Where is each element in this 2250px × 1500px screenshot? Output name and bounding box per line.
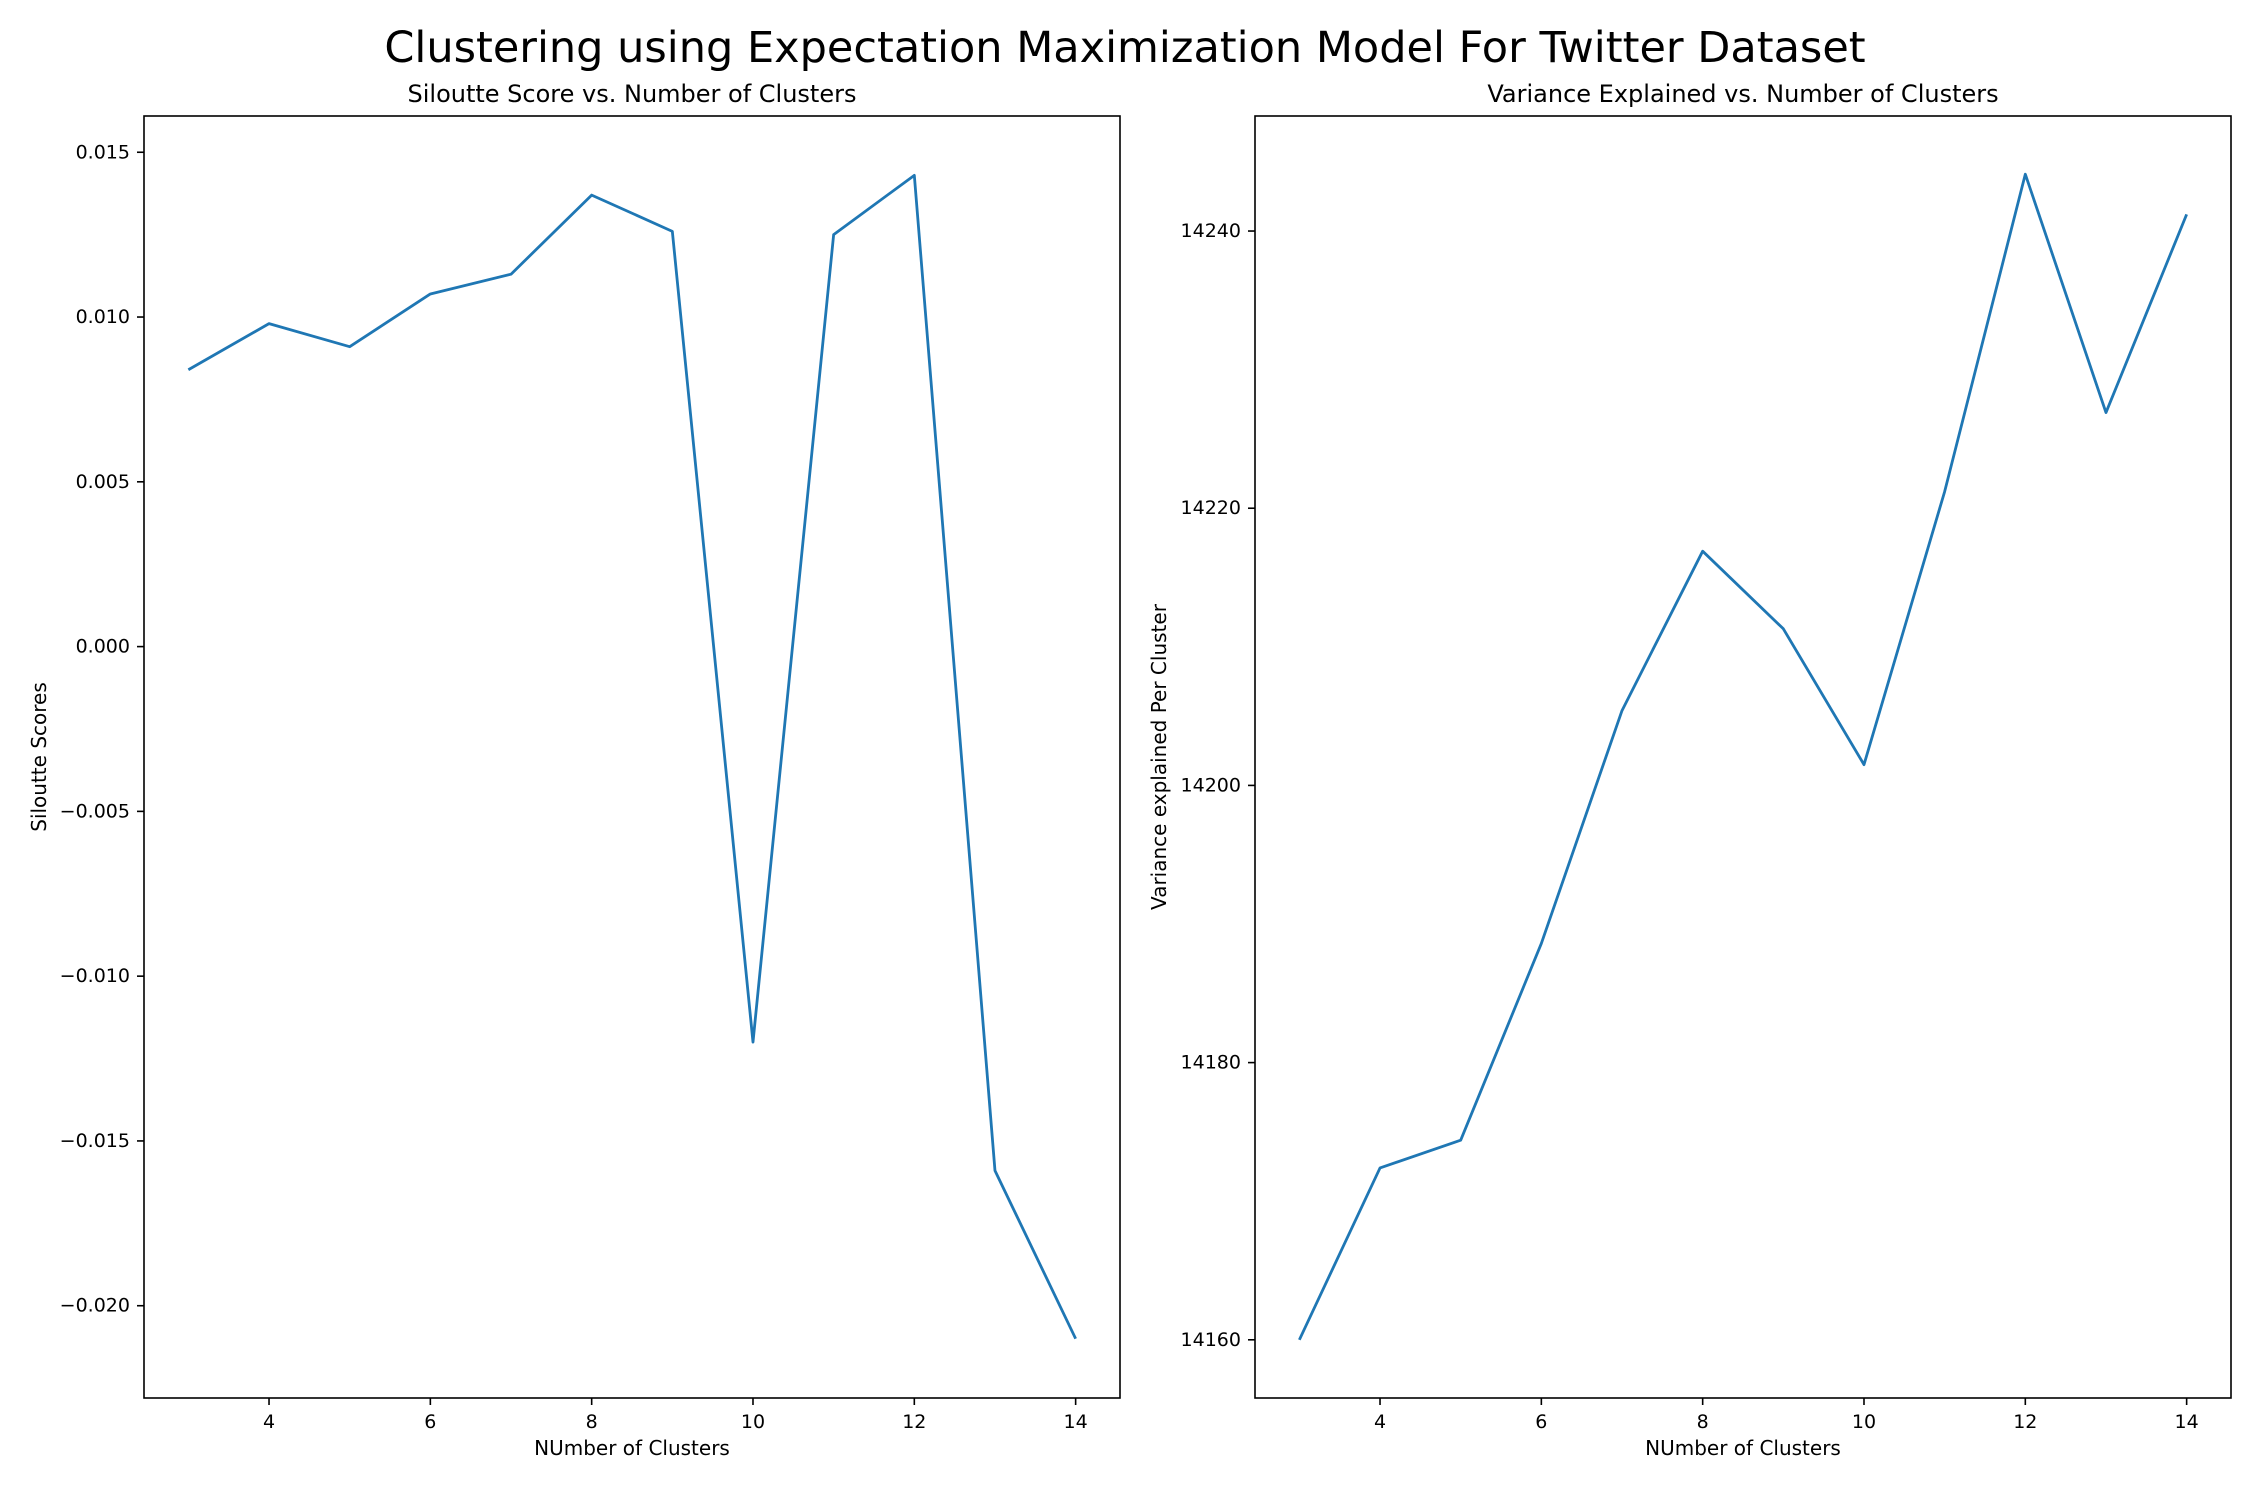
variance-data-point — [1942, 489, 1948, 495]
silhouette-y-axis-label: Siloutte Scores — [27, 682, 51, 832]
variance-chart: Variance Explained vs. Number of Cluster… — [1147, 80, 2232, 1460]
variance-x-tick-label: 8 — [1697, 1411, 1709, 1433]
silhouette-x-tick-label: 10 — [741, 1411, 765, 1433]
variance-chart-title: Variance Explained vs. Number of Cluster… — [1487, 80, 1998, 108]
silhouette-data-point — [669, 228, 675, 234]
variance-data-point — [1296, 1337, 1302, 1343]
silhouette-x-tick-label: 4 — [263, 1411, 275, 1433]
variance-data-point — [1780, 626, 1786, 632]
variance-x-tick-label: 12 — [2013, 1411, 2037, 1433]
silhouette-y-tick-label: 0.015 — [76, 141, 130, 163]
silhouette-y-tick-label: −0.005 — [60, 800, 130, 822]
variance-x-tick-label: 6 — [1535, 1411, 1547, 1433]
variance-y-axis-label: Variance explained Per Cluster — [1147, 603, 1171, 910]
variance-data-point — [1619, 708, 1625, 714]
variance-x-tick-label: 14 — [2175, 1411, 2199, 1433]
silhouette-data-point — [508, 271, 514, 277]
variance-series-line — [1298, 172, 2188, 1341]
variance-data-point — [2022, 171, 2028, 177]
figure-title: Clustering using Expectation Maximizatio… — [384, 23, 1865, 73]
silhouette-data-point — [911, 172, 917, 178]
silhouette-y-tick-label: −0.020 — [60, 1295, 130, 1317]
silhouette-x-tick-label: 14 — [1064, 1411, 1088, 1433]
silhouette-y-tick-label: −0.010 — [60, 965, 130, 987]
silhouette-data-point — [1073, 1336, 1079, 1342]
silhouette-data-point — [266, 321, 272, 327]
silhouette-data-point — [589, 192, 595, 198]
variance-axes-frame — [1254, 115, 2232, 1399]
silhouette-x-tick-label: 6 — [424, 1411, 436, 1433]
silhouette-chart: Siloutte Score vs. Number of Clusters NUm… — [27, 80, 1121, 1460]
variance-data-point — [1861, 762, 1867, 768]
variance-y-tick-label: 14160 — [1181, 1329, 1241, 1351]
variance-data-point — [1377, 1165, 1383, 1171]
silhouette-data-point — [831, 232, 837, 238]
silhouette-data-point — [427, 291, 433, 297]
variance-x-tick-label: 10 — [1852, 1411, 1876, 1433]
variance-x-axis-label: NUmber of Clusters — [1645, 1436, 1841, 1460]
variance-x-tick-label: 4 — [1374, 1411, 1386, 1433]
silhouette-chart-title: Siloutte Score vs. Number of Clusters — [408, 80, 857, 108]
silhouette-x-axis-label: NUmber of Clusters — [534, 1436, 730, 1460]
variance-data-point — [1700, 548, 1706, 554]
silhouette-data-point — [750, 1039, 756, 1045]
silhouette-y-tick-label: 0.005 — [76, 471, 130, 493]
silhouette-data-point — [992, 1168, 998, 1174]
variance-data-point — [2103, 410, 2109, 416]
silhouette-axes-frame — [143, 115, 1121, 1399]
silhouette-data-point — [347, 344, 353, 350]
variance-data-point — [1458, 1137, 1464, 1143]
silhouette-y-tick-label: 0.000 — [76, 636, 130, 658]
variance-y-tick-label: 14180 — [1181, 1052, 1241, 1074]
silhouette-x-tick-label: 8 — [586, 1411, 598, 1433]
variance-y-tick-label: 14220 — [1181, 497, 1241, 519]
silhouette-x-tick-label: 12 — [902, 1411, 926, 1433]
variance-y-tick-label: 14240 — [1181, 220, 1241, 242]
variance-data-point — [2184, 211, 2190, 217]
variance-y-tick-label: 14200 — [1181, 774, 1241, 796]
silhouette-y-tick-label: −0.015 — [60, 1130, 130, 1152]
silhouette-y-tick-label: 0.010 — [76, 306, 130, 328]
silhouette-series-line — [187, 173, 1077, 1340]
silhouette-data-point — [185, 367, 191, 373]
variance-data-point — [1538, 940, 1544, 946]
